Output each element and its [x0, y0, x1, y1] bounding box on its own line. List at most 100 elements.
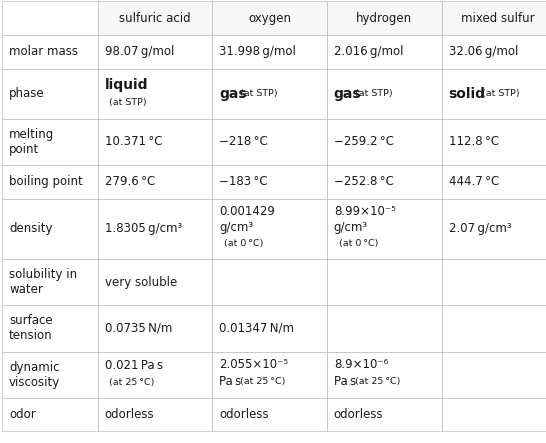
Text: 2.055×10⁻⁵: 2.055×10⁻⁵ — [219, 358, 288, 371]
Bar — [212, 35, 327, 69]
Bar — [2, 119, 98, 165]
Bar — [327, 1, 442, 35]
Text: (at 25 °C): (at 25 °C) — [355, 377, 400, 386]
Text: solid: solid — [448, 87, 485, 101]
Text: −218 °C: −218 °C — [219, 136, 268, 148]
Bar — [442, 69, 546, 119]
Bar — [98, 259, 212, 305]
Bar — [2, 69, 98, 119]
Bar — [98, 119, 212, 165]
Bar — [212, 259, 327, 305]
Text: (at STP): (at STP) — [355, 89, 393, 98]
Bar — [212, 69, 327, 119]
Bar — [212, 165, 327, 198]
Bar — [327, 352, 442, 398]
Bar — [2, 398, 98, 431]
Text: odorless: odorless — [334, 408, 383, 421]
Bar — [2, 1, 98, 35]
Text: 31.998 g/mol: 31.998 g/mol — [219, 45, 296, 58]
Text: 2.07 g/cm³: 2.07 g/cm³ — [448, 222, 511, 235]
Text: very soluble: very soluble — [104, 276, 177, 289]
Bar — [2, 198, 98, 259]
Bar — [212, 352, 327, 398]
Text: −252.8 °C: −252.8 °C — [334, 175, 394, 188]
Bar — [327, 119, 442, 165]
Text: gas: gas — [219, 87, 247, 101]
Bar — [212, 398, 327, 431]
Text: 8.9×10⁻⁶: 8.9×10⁻⁶ — [334, 358, 388, 371]
Text: (at 0 °C): (at 0 °C) — [339, 239, 378, 248]
Text: odor: odor — [9, 408, 35, 421]
Bar — [212, 305, 327, 352]
Text: liquid: liquid — [104, 78, 148, 92]
Text: −183 °C: −183 °C — [219, 175, 268, 188]
Bar — [442, 165, 546, 198]
Text: odorless: odorless — [104, 408, 154, 421]
Text: (at STP): (at STP) — [109, 98, 146, 107]
Text: 444.7 °C: 444.7 °C — [448, 175, 499, 188]
Bar — [442, 305, 546, 352]
Bar — [442, 1, 546, 35]
Text: 32.06 g/mol: 32.06 g/mol — [448, 45, 518, 58]
Bar — [327, 198, 442, 259]
Bar — [327, 305, 442, 352]
Bar — [98, 198, 212, 259]
Bar — [98, 1, 212, 35]
Text: (at 0 °C): (at 0 °C) — [224, 239, 264, 248]
Bar — [327, 35, 442, 69]
Text: solubility in
water: solubility in water — [9, 268, 77, 296]
Bar — [2, 35, 98, 69]
Text: 10.371 °C: 10.371 °C — [104, 136, 162, 148]
Bar — [2, 305, 98, 352]
Bar — [212, 1, 327, 35]
Text: melting
point: melting point — [9, 128, 54, 156]
Bar — [442, 398, 546, 431]
Text: (at 25 °C): (at 25 °C) — [109, 378, 154, 388]
Bar — [98, 165, 212, 198]
Text: dynamic
viscosity: dynamic viscosity — [9, 361, 60, 389]
Text: 8.99×10⁻⁵: 8.99×10⁻⁵ — [334, 206, 396, 218]
Bar — [442, 119, 546, 165]
Bar — [98, 398, 212, 431]
Text: surface
tension: surface tension — [9, 315, 52, 342]
Text: g/cm³: g/cm³ — [334, 221, 368, 234]
Bar — [442, 259, 546, 305]
Text: mixed sulfur: mixed sulfur — [461, 12, 535, 25]
Text: 0.01347 N/m: 0.01347 N/m — [219, 322, 294, 335]
Bar — [442, 35, 546, 69]
Text: Pa s: Pa s — [334, 375, 356, 388]
Text: (at STP): (at STP) — [482, 89, 519, 98]
Text: 279.6 °C: 279.6 °C — [104, 175, 155, 188]
Text: molar mass: molar mass — [9, 45, 78, 58]
Text: gas: gas — [334, 87, 361, 101]
Text: 1.8305 g/cm³: 1.8305 g/cm³ — [104, 222, 182, 235]
Text: g/cm³: g/cm³ — [219, 221, 253, 234]
Text: 0.001429: 0.001429 — [219, 206, 275, 218]
Text: hydrogen: hydrogen — [356, 12, 412, 25]
Text: odorless: odorless — [219, 408, 269, 421]
Text: (at STP): (at STP) — [240, 89, 278, 98]
Bar — [98, 305, 212, 352]
Bar — [327, 69, 442, 119]
Bar — [98, 69, 212, 119]
Text: Pa s: Pa s — [219, 375, 241, 388]
Text: phase: phase — [9, 87, 45, 100]
Bar — [442, 198, 546, 259]
Bar — [98, 352, 212, 398]
Text: (at 25 °C): (at 25 °C) — [240, 377, 286, 386]
Bar — [212, 119, 327, 165]
Bar — [2, 165, 98, 198]
Text: boiling point: boiling point — [9, 175, 83, 188]
Text: oxygen: oxygen — [248, 12, 291, 25]
Text: 98.07 g/mol: 98.07 g/mol — [104, 45, 174, 58]
Bar — [2, 352, 98, 398]
Bar — [327, 259, 442, 305]
Bar — [327, 165, 442, 198]
Text: −259.2 °C: −259.2 °C — [334, 136, 394, 148]
Text: density: density — [9, 222, 52, 235]
Bar — [327, 398, 442, 431]
Text: 2.016 g/mol: 2.016 g/mol — [334, 45, 403, 58]
Bar — [212, 198, 327, 259]
Text: 0.0735 N/m: 0.0735 N/m — [104, 322, 172, 335]
Text: sulfuric acid: sulfuric acid — [119, 12, 191, 25]
